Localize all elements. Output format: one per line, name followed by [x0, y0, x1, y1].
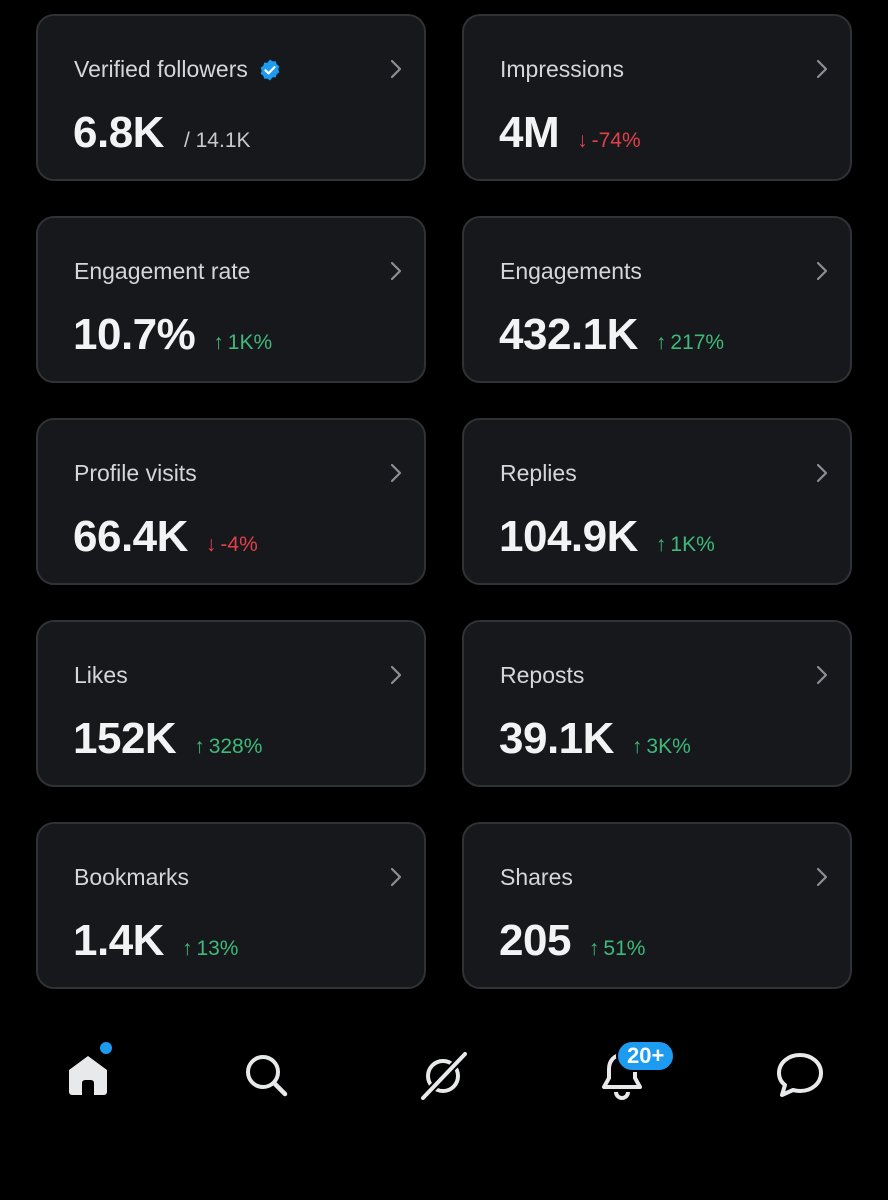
bottom-tab-bar	[0, 1030, 888, 1120]
arrow-up-icon: ↑	[194, 735, 205, 758]
card-replies[interactable]: Replies 104.9K ↑ 1K%	[462, 418, 852, 585]
metric-value: 104.9K	[499, 512, 638, 561]
arrow-up-icon: ↑	[655, 533, 667, 556]
search-icon	[246, 1055, 288, 1097]
card-label: Engagement rate	[74, 258, 251, 284]
metric-delta-value: 328%	[208, 735, 263, 758]
chevron-right-icon	[390, 261, 402, 281]
metric-delta-value: -4%	[220, 533, 258, 556]
metric-delta: ↓ -74%	[577, 129, 641, 153]
card-label: Impressions	[500, 56, 624, 82]
metric-delta: ↑ 1K%	[656, 533, 715, 557]
card-verified-followers[interactable]: Verified followers 6.8K / 14.1K	[36, 14, 426, 181]
card-bookmarks[interactable]: Bookmarks 1.4K ↑ 13%	[36, 822, 426, 989]
metric-delta: ↑ 328%	[194, 735, 262, 759]
card-label: Reposts	[500, 662, 585, 688]
chevron-right-icon	[816, 665, 828, 685]
metric-row: 205 ↑ 51%	[499, 916, 645, 966]
metric-delta: ↑ 217%	[656, 331, 724, 355]
metric-delta-value: 3K%	[646, 735, 691, 758]
metric-value: 10.7%	[73, 310, 196, 359]
arrow-up-icon: ↑	[181, 937, 193, 960]
card-reposts[interactable]: Reposts 39.1K ↑ 3K%	[462, 620, 852, 787]
metric-row: 104.9K ↑ 1K%	[499, 512, 715, 562]
arrow-up-icon: ↑	[588, 937, 600, 960]
metric-row: 4M ↓ -74%	[499, 108, 641, 158]
metric-value: 39.1K	[499, 714, 614, 763]
chevron-right-icon	[390, 867, 402, 887]
card-label: Engagements	[500, 258, 642, 284]
metric-row: 1.4K ↑ 13%	[73, 916, 238, 966]
analytics-grid: Verified followers 6.8K / 14.1K Impressi…	[36, 14, 852, 989]
card-impressions[interactable]: Impressions 4M ↓ -74%	[462, 14, 852, 181]
metric-total: / 14.1K	[183, 129, 251, 152]
card-profile-visits[interactable]: Profile visits 66.4K ↓ -4%	[36, 418, 426, 585]
chevron-right-icon	[390, 59, 402, 79]
tab-search[interactable]	[236, 1040, 296, 1110]
metric-value: 152K	[73, 714, 177, 763]
metric-value: 1.4K	[73, 916, 164, 965]
card-label-text: Verified followers	[74, 56, 248, 82]
metric-row: 10.7% ↑ 1K%	[73, 310, 272, 360]
metric-delta: ↑ 3K%	[632, 735, 691, 759]
metric-delta-value: 1K%	[227, 331, 273, 354]
arrow-down-icon: ↓	[577, 129, 588, 152]
chevron-right-icon	[816, 59, 828, 79]
card-label: Replies	[500, 460, 577, 486]
metric-row: 66.4K ↓ -4%	[73, 512, 258, 562]
home-icon	[69, 1056, 107, 1095]
card-shares[interactable]: Shares 205 ↑ 51%	[462, 822, 852, 989]
card-label: Shares	[500, 864, 573, 890]
metric-row: 39.1K ↑ 3K%	[499, 714, 691, 764]
metric-delta: ↓ -4%	[206, 533, 258, 557]
arrow-up-icon: ↑	[631, 735, 643, 758]
metric-value: 4M	[499, 108, 560, 157]
card-engagement-rate[interactable]: Engagement rate 10.7% ↑ 1K%	[36, 216, 426, 383]
metric-delta-value: 51%	[603, 937, 646, 960]
card-label: Verified followers	[74, 56, 282, 83]
metric-delta-value: 217%	[670, 331, 725, 354]
metric-value: 432.1K	[499, 310, 638, 359]
metric-value: 66.4K	[73, 512, 188, 561]
metric-delta: ↑ 51%	[589, 937, 646, 961]
metric-delta-value: 13%	[196, 937, 239, 960]
card-label: Profile visits	[74, 460, 197, 486]
chevron-right-icon	[390, 665, 402, 685]
metric-delta-value: 1K%	[670, 533, 715, 556]
chevron-right-icon	[816, 463, 828, 483]
notifications-badge: 20+	[616, 1040, 676, 1072]
card-label: Likes	[74, 662, 128, 688]
metric-row: 432.1K ↑ 217%	[499, 310, 724, 360]
chevron-right-icon	[816, 867, 828, 887]
metric-delta: ↑ 13%	[182, 937, 239, 961]
card-engagements[interactable]: Engagements 432.1K ↑ 217%	[462, 216, 852, 383]
card-label: Bookmarks	[74, 864, 190, 890]
metric-value: 205	[499, 916, 571, 965]
card-likes[interactable]: Likes 152K ↑ 328%	[36, 620, 426, 787]
metric-value: 6.8K	[73, 108, 164, 157]
metric-delta-value: -74%	[591, 129, 641, 152]
message-icon	[777, 1053, 823, 1097]
verified-badge-icon	[260, 59, 280, 80]
metric-delta: ↑ 1K%	[213, 331, 272, 355]
arrow-down-icon: ↓	[205, 533, 217, 556]
home-unread-dot	[100, 1042, 112, 1054]
metric-row: 6.8K / 14.1K	[73, 108, 251, 158]
chevron-right-icon	[390, 463, 402, 483]
tab-home[interactable]	[58, 1040, 118, 1110]
tab-messages[interactable]	[770, 1040, 830, 1110]
arrow-up-icon: ↑	[655, 331, 667, 354]
chevron-right-icon	[816, 261, 828, 281]
grok-icon	[418, 1049, 470, 1103]
arrow-up-icon: ↑	[213, 331, 224, 354]
metric-row: 152K ↑ 328%	[73, 714, 262, 764]
tab-grok[interactable]	[414, 1040, 474, 1110]
